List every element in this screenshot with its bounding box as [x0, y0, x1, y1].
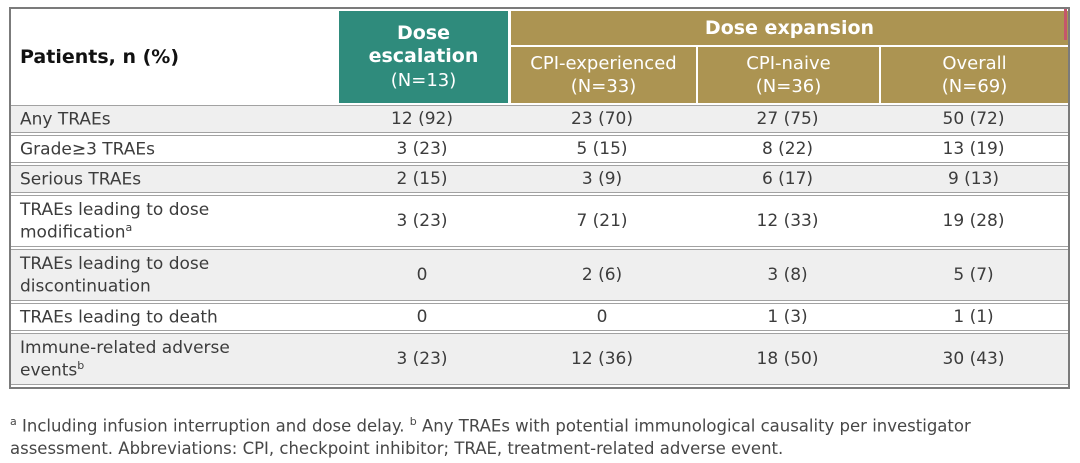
overall-label: Overall	[942, 52, 1007, 74]
row-label-text: Any TRAEs	[20, 109, 111, 130]
table-row-dose-modification: TRAEs leading to dose modificationa 3 (2…	[11, 195, 1068, 247]
footnote-text-a: Including infusion interruption and dose…	[22, 416, 405, 436]
row-label-text: Grade≥3 TRAEs	[20, 139, 156, 160]
table-row-immune-related: Immune-related adverse eventsb 3 (23) 12…	[11, 333, 1068, 385]
cell-value: 9 (13)	[879, 165, 1068, 193]
column-header-cpi-naive: CPI-naive (N=36)	[696, 47, 879, 103]
cell-value: 3 (23)	[336, 333, 508, 385]
row-label: Grade≥3 TRAEs	[11, 135, 336, 163]
cell-value: 3 (23)	[336, 135, 508, 163]
column-header-cpi-experienced: CPI-experienced (N=33)	[508, 47, 696, 103]
table-row-death: TRAEs leading to death 0 0 1 (3) 1 (1)	[11, 303, 1068, 331]
table-row-dose-discontinuation: TRAEs leading to dose discontinuation 0 …	[11, 249, 1068, 301]
row-label-sup: b	[77, 358, 85, 372]
cell-value: 3 (8)	[696, 249, 879, 301]
footnote-sup-a: a	[10, 415, 17, 428]
footnote: a Including infusion interruption and do…	[10, 414, 1002, 461]
dose-escalation-n: (N=13)	[390, 70, 457, 92]
cell-value: 18 (50)	[696, 333, 879, 385]
table-row-any-traes: Any TRAEs 12 (92) 23 (70) 27 (75) 50 (72…	[11, 105, 1068, 133]
dose-escalation-label: Dose escalation	[368, 21, 479, 68]
cell-value: 50 (72)	[879, 105, 1068, 133]
cell-value: 3 (9)	[508, 165, 696, 193]
column-header-overall: Overall (N=69)	[879, 47, 1068, 103]
row-label-text: Serious TRAEs	[20, 169, 142, 190]
overall-n: (N=69)	[941, 76, 1008, 97]
cell-value: 6 (17)	[696, 165, 879, 193]
row-label: TRAEs leading to dose discontinuation	[11, 249, 336, 301]
cell-value: 13 (19)	[879, 135, 1068, 163]
row-label: Any TRAEs	[11, 105, 336, 133]
cell-value: 30 (43)	[879, 333, 1068, 385]
cell-value: 5 (15)	[508, 135, 696, 163]
table-row-serious-traes: Serious TRAEs 2 (15) 3 (9) 6 (17) 9 (13)	[11, 165, 1068, 193]
adverse-events-table-wrap: Patients, n (%) Dose escalation (N=13) D…	[9, 7, 1070, 389]
cell-value: 1 (3)	[696, 303, 879, 331]
footnote-text-b: Any TRAEs with potential immunological c…	[10, 416, 971, 459]
cell-value: 12 (33)	[696, 195, 879, 247]
footnote-sup-b: b	[409, 415, 417, 428]
cell-value: 2 (6)	[508, 249, 696, 301]
corner-header: Patients, n (%)	[11, 11, 336, 103]
cell-value: 12 (92)	[336, 105, 508, 133]
row-label-text: TRAEs leading to dose modification	[20, 199, 210, 243]
cpi-experienced-n: (N=33)	[570, 76, 637, 97]
cell-value: 0	[336, 249, 508, 301]
cell-value: 2 (15)	[336, 165, 508, 193]
row-label: TRAEs leading to death	[11, 303, 336, 331]
cpi-experienced-label: CPI-experienced	[530, 52, 677, 74]
cell-value: 27 (75)	[696, 105, 879, 133]
column-header-dose-escalation: Dose escalation (N=13)	[336, 11, 508, 103]
row-label-text: Immune-related adverse events	[20, 337, 230, 381]
row-label: TRAEs leading to dose modificationa	[11, 195, 336, 247]
adverse-events-table: Patients, n (%) Dose escalation (N=13) D…	[11, 9, 1068, 387]
table-row-grade3-traes: Grade≥3 TRAEs 3 (23) 5 (15) 8 (22) 13 (1…	[11, 135, 1068, 163]
cpi-naive-label: CPI-naive	[746, 52, 831, 74]
row-label-text: TRAEs leading to death	[20, 307, 218, 328]
cell-value: 1 (1)	[879, 303, 1068, 331]
cell-value: 3 (23)	[336, 195, 508, 247]
cell-value: 23 (70)	[508, 105, 696, 133]
cell-value: 19 (28)	[879, 195, 1068, 247]
row-label: Serious TRAEs	[11, 165, 336, 193]
cell-value: 0	[336, 303, 508, 331]
row-label: Immune-related adverse eventsb	[11, 333, 336, 385]
group-header-dose-expansion: Dose expansion	[508, 11, 1068, 45]
cell-value: 5 (7)	[879, 249, 1068, 301]
cell-value: 0	[508, 303, 696, 331]
cpi-naive-n: (N=36)	[755, 76, 822, 97]
row-label-text: TRAEs leading to dose discontinuation	[20, 253, 210, 297]
red-edge-artifact	[1064, 9, 1067, 40]
cell-value: 7 (21)	[508, 195, 696, 247]
cell-value: 8 (22)	[696, 135, 879, 163]
row-label-sup: a	[125, 220, 133, 234]
cell-value: 12 (36)	[508, 333, 696, 385]
